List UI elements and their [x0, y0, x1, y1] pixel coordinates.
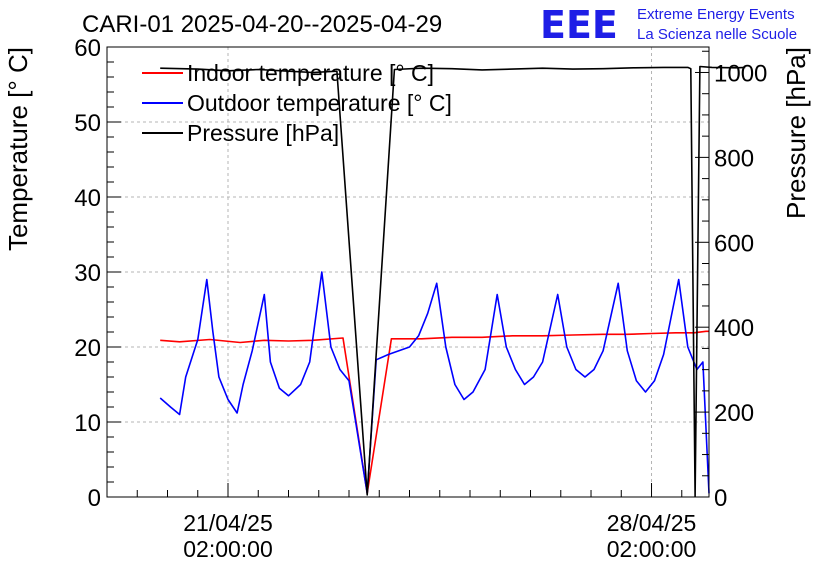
x-tick-label-time: 02:00:00 [183, 536, 273, 562]
y-axis-label-left: Temperature [° C] [3, 47, 33, 251]
legend-label-outdoor: Outdoor temperature [° C] [187, 90, 452, 116]
y-tick-label-left: 20 [74, 335, 101, 362]
y-tick-label-right: 200 [714, 400, 754, 427]
y-tick-label-right: 800 [714, 145, 754, 172]
legend-label-pressure: Pressure [hPa] [187, 120, 339, 146]
x-tick-label-date: 21/04/25 [183, 510, 273, 536]
series-layer [159, 65, 746, 498]
x-tick-label-time: 02:00:00 [607, 536, 697, 562]
legend: Indoor temperature [° C] Outdoor tempera… [142, 60, 452, 146]
y-tick-label-left: 50 [74, 110, 101, 137]
y-tick-label-right: 400 [714, 315, 754, 342]
y-tick-label-left: 30 [74, 260, 101, 287]
logo-subtitle-line1: Extreme Energy Events [637, 6, 795, 23]
y-tick-label-right: 0 [714, 485, 727, 512]
logo-subtitle-line2: La Scienza nelle Scuole [637, 26, 797, 43]
y-axis-label-right: Pressure [hPa] [781, 47, 811, 219]
y-tick-label-right: 1000 [714, 60, 767, 87]
series-line-pressure [160, 65, 746, 498]
y-tick-label-right: 600 [714, 230, 754, 257]
chart-title: CARI-01 2025-04-20--2025-04-29 [82, 11, 442, 38]
y-tick-label-left: 40 [74, 185, 101, 212]
y-tick-label-left: 10 [74, 410, 101, 437]
x-tick-label-date: 28/04/25 [607, 510, 697, 536]
series-line-outdoor-temperature [159, 271, 710, 495]
legend-label-indoor: Indoor temperature [° C] [187, 60, 434, 86]
eee-logo-mark: EEE [540, 3, 618, 47]
y-tick-label-left: 60 [74, 35, 101, 62]
series-line-indoor-temperature [160, 330, 709, 495]
y-tick-label-left: 0 [88, 485, 101, 512]
axes: 01020304050600200400600800100021/04/2502… [74, 35, 767, 562]
